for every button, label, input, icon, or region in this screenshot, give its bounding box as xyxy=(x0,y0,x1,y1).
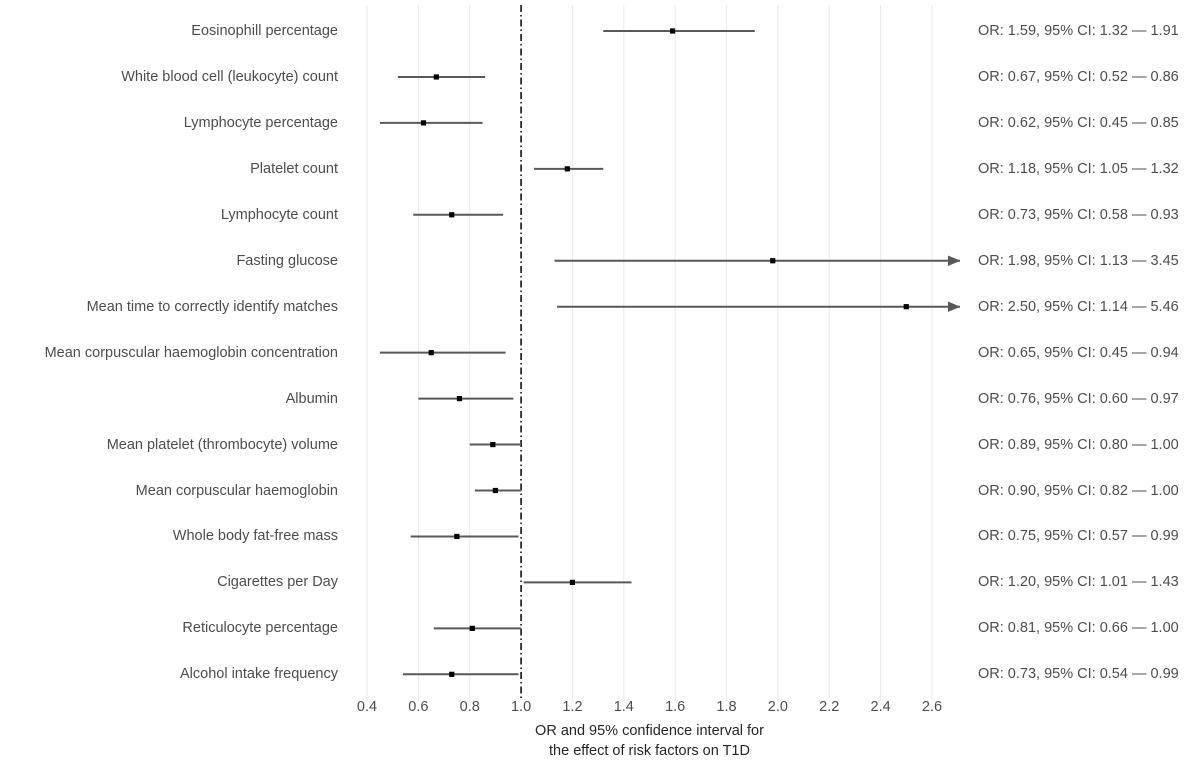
point-estimate-marker xyxy=(454,533,460,540)
x-axis-tick-label: 0.6 xyxy=(408,699,429,715)
point-estimate-marker xyxy=(492,487,498,494)
row-estimate-annotation: OR: 1.98, 95% CI: 1.13 — 3.45 xyxy=(978,252,1179,269)
row-estimate-annotation: OR: 1.59, 95% CI: 1.32 — 1.91 xyxy=(978,22,1179,39)
row-estimate-annotation: OR: 0.76, 95% CI: 0.60 — 0.97 xyxy=(978,390,1179,407)
x-axis-tick-label: 1.8 xyxy=(716,699,737,715)
x-axis-tick-label: 0.4 xyxy=(356,699,378,715)
point-estimate-marker xyxy=(669,28,676,34)
point-estimate-marker xyxy=(456,396,463,402)
grid-lines xyxy=(366,5,933,697)
row-estimate-annotation: OR: 0.73, 95% CI: 0.58 — 0.93 xyxy=(978,206,1179,223)
row-label: Mean platelet (thrombocyte) volume xyxy=(106,436,338,453)
row-estimate-annotation: OR: 0.73, 95% CI: 0.54 — 0.99 xyxy=(978,666,1179,683)
x-axis-tick-label: 1.2 xyxy=(562,699,583,715)
row-label: Mean time to correctly identify matches xyxy=(86,298,338,315)
row-estimate-annotation: OR: 1.20, 95% CI: 1.01 — 1.43 xyxy=(978,574,1179,591)
row-label: White blood cell (leukocyte) count xyxy=(121,68,338,85)
point-estimate-marker xyxy=(569,579,576,585)
row-label: Eosinophill percentage xyxy=(191,22,338,39)
row-estimate-annotation: OR: 0.65, 95% CI: 0.45 — 0.94 xyxy=(978,344,1179,361)
point-estimate-marker xyxy=(449,212,455,218)
row-label: Albumin xyxy=(285,390,338,407)
point-estimate-marker xyxy=(428,350,434,356)
point-estimate-marker xyxy=(449,671,455,677)
row-label: Cigarettes per Day xyxy=(217,574,338,591)
row-estimate-annotation: OR: 0.90, 95% CI: 0.82 — 1.00 xyxy=(978,482,1179,499)
x-axis-tick-label: 1.0 xyxy=(510,699,532,715)
x-axis-tick-label: 0.8 xyxy=(459,699,480,715)
x-axis-tick-label: 1.4 xyxy=(613,699,634,715)
row-estimate-annotation: OR: 0.89, 95% CI: 0.80 — 1.00 xyxy=(978,436,1179,453)
point-estimate-marker xyxy=(490,441,496,448)
row-estimate-annotation: OR: 0.75, 95% CI: 0.57 — 0.99 xyxy=(978,528,1179,545)
row-label: Lymphocyte count xyxy=(220,206,338,223)
x-axis-tick-label: 2.6 xyxy=(921,699,943,715)
point-estimate-marker xyxy=(469,625,475,631)
point-estimate-marker xyxy=(420,120,427,126)
point-estimate-marker xyxy=(903,304,909,310)
row-label: Mean corpuscular haemoglobin xyxy=(135,482,338,499)
row-label: Whole body fat-free mass xyxy=(172,528,338,545)
point-estimate-markers xyxy=(420,28,909,677)
point-estimate-marker xyxy=(770,258,776,264)
row-estimate-annotation: OR: 1.18, 95% CI: 1.05 — 1.32 xyxy=(978,160,1179,177)
row-label: Lymphocyte percentage xyxy=(183,114,338,131)
point-estimate-marker xyxy=(564,166,570,172)
row-label: Fasting glucose xyxy=(236,252,338,269)
row-estimate-annotation: OR: 2.50, 95% CI: 1.14 — 5.46 xyxy=(978,298,1179,315)
confidence-interval-lines xyxy=(379,30,961,676)
x-axis-tick-label: 2.4 xyxy=(870,699,891,715)
row-estimate-annotation: OR: 0.67, 95% CI: 0.52 — 0.86 xyxy=(978,68,1179,85)
row-estimate-annotation: OR: 0.81, 95% CI: 0.66 — 1.00 xyxy=(978,620,1179,637)
row-label: Mean corpuscular haemoglobin concentrati… xyxy=(44,344,338,361)
point-estimate-marker xyxy=(433,74,439,80)
row-label: Reticulocyte percentage xyxy=(182,620,338,637)
row-label: Alcohol intake frequency xyxy=(180,666,338,683)
row-label: Platelet count xyxy=(250,160,338,177)
row-estimate-annotation: OR: 0.62, 95% CI: 0.45 — 0.85 xyxy=(978,114,1179,131)
x-axis-tick-label: 2.2 xyxy=(819,699,840,715)
x-axis-tick-label: 1.6 xyxy=(665,699,686,715)
x-axis-tick-label: 2.0 xyxy=(767,699,788,715)
x-axis-title: OR and 95% confidence interval for the e… xyxy=(535,723,764,759)
axis-tick-marks xyxy=(366,697,933,701)
